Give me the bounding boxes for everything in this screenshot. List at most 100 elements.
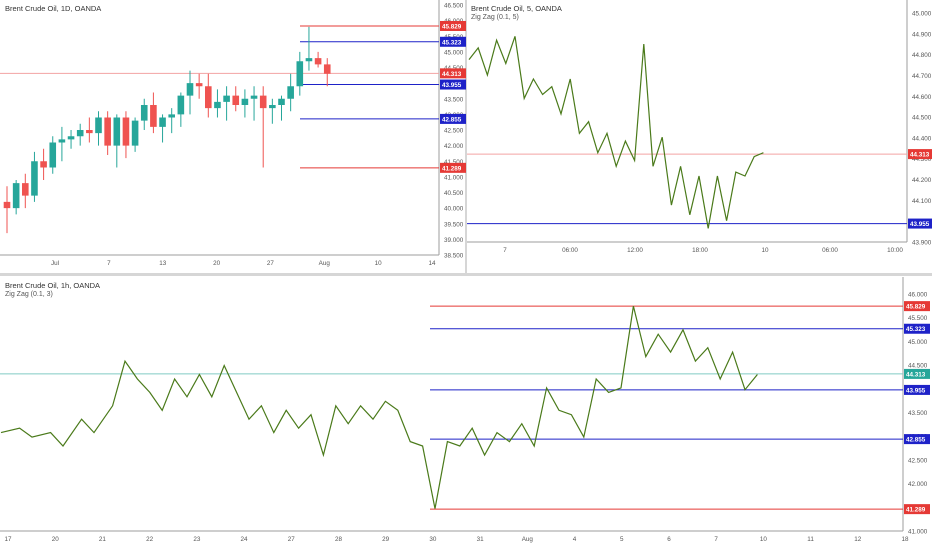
- y-tick-label: 38.500: [444, 253, 464, 260]
- x-tick-label: 21: [99, 536, 107, 543]
- x-tick-label: 31: [477, 536, 485, 543]
- y-tick-label: 42.500: [444, 128, 464, 135]
- y-tick-label: 42.500: [908, 457, 928, 464]
- candle-body: [323, 64, 331, 74]
- price-level-label: 43.955: [910, 221, 930, 228]
- x-tick-label: 12:00: [627, 247, 643, 254]
- price-level-tag: [904, 384, 930, 395]
- price-level-label: 42.855: [442, 116, 462, 123]
- price-level-label: 41.289: [442, 165, 462, 172]
- price-level-label: 44.313: [442, 71, 462, 78]
- y-tick-label: 44.200: [912, 177, 932, 184]
- horizontal-divider[interactable]: [0, 273, 932, 276]
- x-tick-label: 23: [193, 536, 201, 543]
- y-tick-label: 45.000: [908, 339, 928, 346]
- y-tick-label: 44.100: [912, 198, 932, 205]
- candle-body: [31, 161, 38, 196]
- five-minute-chart-panel[interactable]: 45.000 44.900 44.800 44.700 44.600 44.500 44.4…: [467, 0, 932, 272]
- candle-body: [241, 98, 249, 105]
- daily-chart-panel[interactable]: 46.50046.00045.50045.00044.50044.00043.5…: [0, 0, 467, 272]
- candle-body: [49, 142, 57, 168]
- candle-body: [278, 98, 285, 105]
- price-level-tag: [440, 20, 466, 31]
- price-level-tag: [904, 301, 930, 312]
- price-level-label: 45.829: [442, 23, 462, 30]
- y-tick-label: 45.000: [444, 49, 464, 56]
- candle-body: [168, 114, 175, 118]
- y-tick-label: 44.400: [912, 135, 932, 142]
- candle-body: [40, 161, 47, 168]
- price-level-label: 45.323: [906, 326, 926, 333]
- price-level-tag: [440, 162, 466, 173]
- x-tick-label: 10: [375, 260, 383, 267]
- x-tick-label: 10:00: [887, 247, 903, 254]
- candle-body: [314, 58, 322, 65]
- hourly-chart-svg[interactable]: 46.00045.50045.00044.50044.00043.50043.0…: [0, 277, 932, 550]
- candle-body: [287, 86, 294, 99]
- x-tick-label: 27: [267, 260, 275, 267]
- candle-body: [296, 61, 304, 87]
- x-tick-label: 20: [213, 260, 221, 267]
- x-tick-label: 18: [901, 536, 909, 543]
- zigzag-series-line: [468, 36, 764, 229]
- candle-body: [86, 130, 93, 134]
- price-level-tag: [908, 218, 932, 229]
- y-tick-label: 40.000: [444, 206, 464, 213]
- x-tick-label: 28: [335, 536, 343, 543]
- hourly-chart-title: Brent Crude Oil, 1h, OANDA: [5, 281, 101, 290]
- y-tick-label: 45.500: [908, 315, 928, 322]
- five-minute-chart-title: Brent Crude Oil, 5, OANDA: [471, 4, 562, 13]
- candle-body: [76, 130, 84, 137]
- x-tick-label: 17: [4, 536, 12, 543]
- candle-body: [95, 117, 102, 134]
- x-tick-label: 29: [382, 536, 390, 543]
- y-tick-label: 41.000: [908, 529, 928, 536]
- candle-body: [177, 95, 185, 115]
- daily-chart-svg[interactable]: 46.50046.00045.50045.00044.50044.00043.5…: [0, 0, 467, 272]
- x-tick-label: 12: [854, 536, 862, 543]
- x-tick-label: 6: [667, 536, 671, 543]
- x-tick-label: 24: [241, 536, 249, 543]
- x-tick-label: 7: [503, 247, 507, 254]
- vertical-divider[interactable]: [465, 0, 467, 273]
- hourly-chart-panel[interactable]: 46.00045.50045.00044.50044.00043.50043.0…: [0, 277, 932, 550]
- y-tick-label: 42.000: [444, 143, 464, 150]
- x-tick-label: 7: [714, 536, 718, 543]
- price-level-tag: [440, 68, 466, 79]
- candle-body: [140, 105, 148, 121]
- candle-body: [159, 117, 166, 127]
- candle-body: [150, 105, 157, 127]
- y-tick-label: 44.800: [912, 52, 932, 59]
- y-tick-label: 39.000: [444, 237, 464, 244]
- x-tick-label: 06:00: [822, 247, 838, 254]
- y-tick-label: 44.500: [912, 115, 932, 122]
- price-level-label: 43.955: [906, 387, 926, 394]
- price-level-tag: [904, 504, 930, 515]
- daily-chart-title: Brent Crude Oil, 1D, OANDA: [5, 4, 102, 13]
- five-minute-chart-svg[interactable]: 45.000 44.900 44.800 44.700 44.600 44.500 44.4…: [467, 0, 932, 272]
- x-tick-label: 22: [146, 536, 154, 543]
- x-tick-label: 14: [428, 260, 436, 267]
- candle-body: [131, 120, 139, 146]
- candle-body: [223, 95, 230, 102]
- x-tick-label: 27: [288, 536, 296, 543]
- y-tick-label: 41.000: [444, 174, 464, 181]
- y-tick-label: 40.500: [444, 190, 464, 197]
- candle-body: [113, 117, 121, 146]
- candle-body: [195, 83, 203, 87]
- candle-body: [305, 58, 313, 62]
- candle-body: [67, 136, 75, 140]
- price-level-label: 42.855: [906, 437, 926, 444]
- x-tick-label: Aug: [319, 260, 331, 267]
- candle-body: [58, 139, 66, 143]
- price-level-label: 41.289: [906, 507, 926, 514]
- y-tick-label: 44.900: [912, 31, 932, 38]
- price-level-tag: [908, 149, 932, 160]
- candle-body: [214, 101, 221, 109]
- candle-body: [3, 201, 11, 209]
- y-tick-label: 44.600: [912, 94, 932, 101]
- y-tick-label: 46.000: [908, 292, 928, 299]
- x-tick-label: 10: [761, 247, 769, 254]
- x-tick-label: Aug: [522, 536, 534, 543]
